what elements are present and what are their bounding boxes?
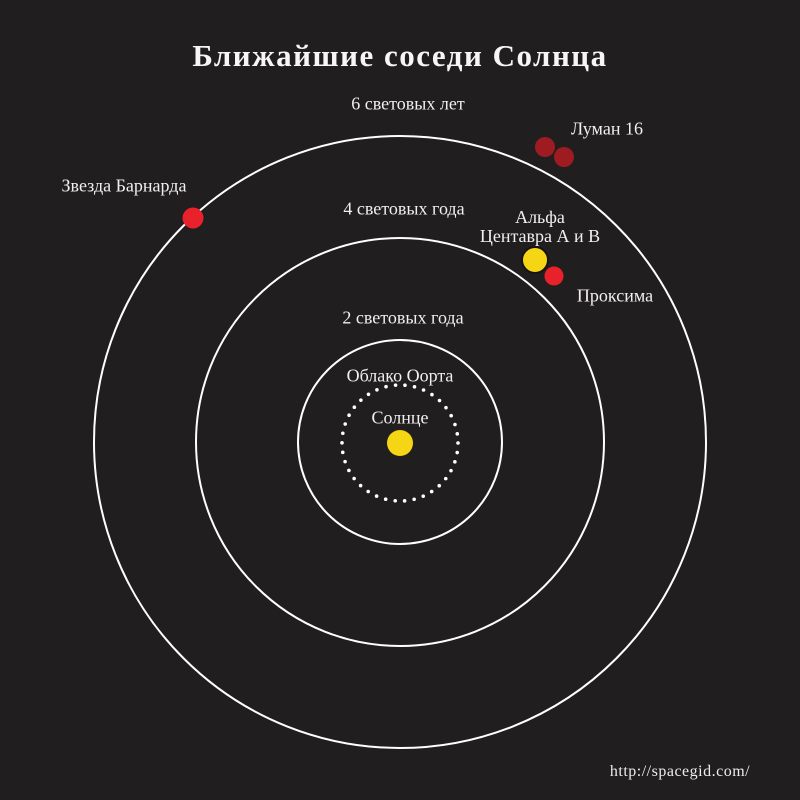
distance-ring-4ly [195, 237, 605, 647]
ring-2ly-label: 2 световых года [342, 307, 464, 328]
star-dot-proxima [544, 266, 564, 286]
ring-4ly-label: 4 световых года [343, 198, 465, 219]
oort-cloud-label: Облако Оорта [346, 365, 454, 386]
alpha-centauri-ab-label: Альфа Центавра А и В [479, 206, 601, 246]
sun-label: Солнце [371, 407, 429, 428]
poster-title: Ближайшие соседи Солнца [192, 38, 608, 73]
proxima-label: Проксима [576, 285, 654, 306]
star-dot-barnard [182, 207, 204, 229]
ring-6ly-label: 6 световых лет [351, 93, 465, 114]
star-dot-luhman-16-2 [554, 147, 574, 167]
star-dot-alpha-centauri-ab [521, 246, 549, 274]
oort-cloud-ring [340, 383, 460, 503]
star-dot-luhman-16-1 [535, 137, 555, 157]
sun-dot [387, 430, 413, 456]
source-url: http://spacegid.com/ [609, 763, 751, 780]
distance-ring-6ly [93, 135, 707, 749]
luhman-16-label: Луман 16 [571, 118, 643, 139]
distance-ring-2ly [297, 339, 503, 545]
barnard-label: Звезда Барнарда [61, 175, 187, 196]
